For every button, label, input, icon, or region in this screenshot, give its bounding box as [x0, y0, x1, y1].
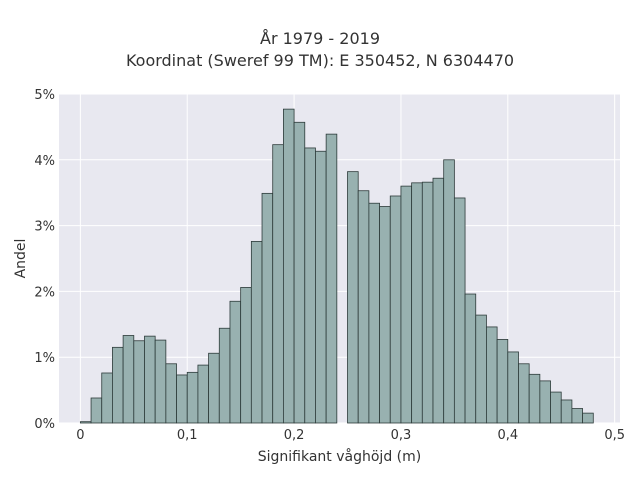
- histogram-bar: [261, 192, 274, 424]
- histogram-bar: [400, 185, 413, 424]
- histogram-bar: [550, 391, 562, 424]
- y-tick-label: 2%: [34, 285, 55, 300]
- histogram-bars: [79, 108, 594, 424]
- histogram-bar: [453, 197, 466, 424]
- histogram-bar: [197, 364, 210, 424]
- histogram-bar: [304, 147, 316, 424]
- histogram-bar: [368, 202, 380, 424]
- histogram-bar: [357, 190, 370, 424]
- x-tick-label: 0,4: [497, 428, 518, 443]
- x-tick-label: 0,5: [604, 428, 625, 443]
- y-axis-ticks: 0% 1% 2% 3% 4% 5%: [34, 88, 55, 432]
- x-axis-label: Signifikant våghöjd (m): [258, 448, 421, 465]
- histogram-bar: [539, 380, 551, 424]
- chart-title-line-1: År 1979 - 2019: [260, 29, 380, 48]
- histogram-bar: [582, 412, 594, 424]
- histogram-bar: [560, 399, 573, 424]
- histogram-bar: [79, 421, 92, 424]
- histogram-bar: [496, 339, 509, 424]
- histogram-bar: [571, 408, 584, 424]
- histogram-bar: [282, 108, 295, 424]
- histogram-bar: [443, 159, 455, 424]
- histogram-bar: [133, 340, 145, 424]
- y-tick-label: 3%: [34, 220, 55, 235]
- chart-title: År 1979 - 2019 Koordinat (Sweref 99 TM):…: [0, 28, 640, 72]
- y-tick-label: 5%: [34, 88, 55, 103]
- histogram-bar: [421, 181, 434, 424]
- y-tick-label: 4%: [34, 154, 55, 169]
- histogram-bar: [176, 374, 188, 424]
- histogram-bar: [347, 171, 359, 424]
- histogram-bar: [325, 133, 338, 424]
- histogram-bar: [272, 144, 284, 424]
- histogram-bar: [240, 287, 252, 424]
- histogram-bar: [208, 352, 220, 424]
- histogram-bar: [218, 327, 231, 424]
- histogram-bar: [186, 371, 199, 424]
- x-tick-label: 0,1: [177, 428, 198, 443]
- histogram-bar: [528, 373, 541, 424]
- histogram-bar: [315, 150, 327, 424]
- histogram-bar: [90, 397, 103, 424]
- histogram-bar: [293, 121, 306, 424]
- y-tick-label: 1%: [34, 351, 55, 366]
- histogram-bar: [101, 372, 113, 424]
- histogram-bar: [122, 335, 135, 424]
- histogram-bar: [112, 346, 124, 424]
- x-tick-label: 0,3: [391, 428, 412, 443]
- x-tick-label: 0,2: [284, 428, 305, 443]
- histogram-bar: [144, 335, 156, 424]
- histogram-bar: [154, 339, 167, 424]
- histogram-bar: [475, 314, 487, 424]
- histogram-bar: [518, 363, 530, 424]
- histogram-bar: [507, 351, 519, 424]
- histogram-bar: [411, 182, 423, 424]
- x-axis-ticks: 0 0,1 0,2 0,3 0,4 0,5: [76, 428, 625, 443]
- histogram-bar: [432, 177, 445, 424]
- chart-title-line-2: Koordinat (Sweref 99 TM): E 350452, N 63…: [125, 51, 515, 70]
- x-tick-label: 0: [76, 428, 84, 443]
- histogram-bar: [229, 300, 242, 424]
- histogram-bar: [389, 195, 402, 424]
- histogram-bar: [464, 293, 477, 424]
- histogram-bar: [379, 206, 391, 424]
- histogram-bar: [486, 326, 498, 424]
- y-tick-label: 0%: [34, 417, 55, 432]
- histogram-bar: [250, 240, 263, 424]
- y-axis-label: Andel: [13, 239, 29, 279]
- histogram-bar: [165, 363, 177, 424]
